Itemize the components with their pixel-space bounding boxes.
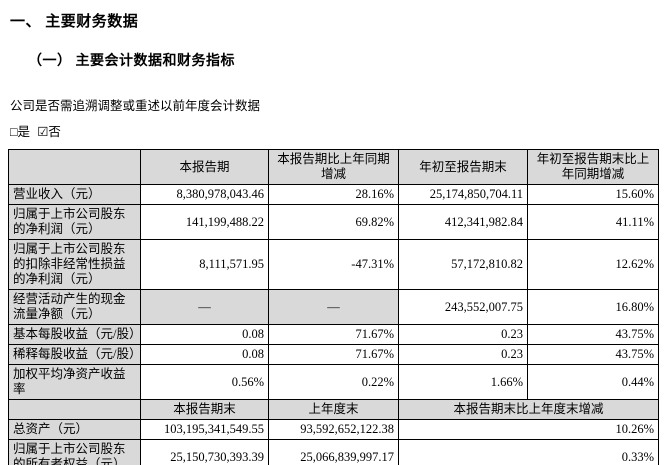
cell-value: 71.67% <box>268 324 399 345</box>
row-label: 基本每股收益（元/股） <box>8 324 141 345</box>
cell-value: 412,341,982.84 <box>398 204 528 240</box>
header-blank-cell <box>8 399 141 420</box>
table-row-operating-cash-flow: 经营活动产生的现金流量净额（元） — — 243,552,007.75 16.8… <box>8 289 659 325</box>
row-label: 总资产（元） <box>8 419 141 440</box>
cell-value: 8,111,571.95 <box>140 239 269 290</box>
cell-value: 43.75% <box>527 324 659 345</box>
cell-value: -47.31% <box>268 239 399 290</box>
cell-value: 25,150,730,393.39 <box>140 439 269 465</box>
cell-value: 0.33% <box>398 439 659 465</box>
cell-value: 243,552,007.75 <box>398 289 528 325</box>
cell-value: 141,199,488.22 <box>140 204 269 240</box>
table-row-equity-attributable: 归属于上市公司股东的所有者权益（元） 25,150,730,393.39 25,… <box>8 439 659 465</box>
cell-na-dash: — <box>140 289 269 325</box>
row-label: 稀释每股收益（元/股） <box>8 344 141 365</box>
cell-value: 43.75% <box>527 344 659 365</box>
cell-value: 0.23 <box>398 324 528 345</box>
row-label: 归属于上市公司股东的所有者权益（元） <box>8 439 141 465</box>
financial-indicators-table: 本报告期 本报告期比上年同期增减 年初至报告期末 年初至报告期末比上年同期增减 … <box>8 149 659 465</box>
cell-value: 1.66% <box>398 364 528 400</box>
table-header-row-period: 本报告期 本报告期比上年同期增减 年初至报告期末 年初至报告期末比上年同期增减 <box>8 149 659 185</box>
subsection-heading: （一） 主要会计数据和财务指标 <box>28 54 235 69</box>
header-period-end-change: 本报告期末比上年度末增减 <box>398 399 659 420</box>
table-row-revenue: 营业收入（元） 8,380,978,043.46 28.16% 25,174,8… <box>8 184 659 205</box>
header-ytd: 年初至报告期末 <box>398 149 528 185</box>
header-blank-cell <box>8 149 141 185</box>
table-row-total-assets: 总资产（元） 103,195,341,549.55 93,592,652,122… <box>8 419 659 440</box>
cell-value: 8,380,978,043.46 <box>140 184 269 205</box>
cell-value: 71.67% <box>268 344 399 365</box>
restate-checkbox-row: □是 ☑否 <box>10 121 669 140</box>
header-ytd-yoy-change: 年初至报告期末比上年同期增减 <box>527 149 659 185</box>
section-heading: 一、 主要财务数据 <box>10 14 139 30</box>
cell-value: 41.11% <box>527 204 659 240</box>
header-period-yoy-change: 本报告期比上年同期增减 <box>268 149 399 185</box>
cell-value: 0.23 <box>398 344 528 365</box>
restate-note: 公司是否需追溯调整或重述以前年度会计数据 <box>10 99 261 113</box>
row-label: 营业收入（元） <box>8 184 141 205</box>
table-row-net-profit-excl-nonrecurring: 归属于上市公司股东的扣除非经常性损益的净利润（元） 8,111,571.95 -… <box>8 239 659 290</box>
table-row-net-profit: 归属于上市公司股东的净利润（元） 141,199,488.22 69.82% 4… <box>8 204 659 240</box>
row-label: 归属于上市公司股东的扣除非经常性损益的净利润（元） <box>8 239 141 290</box>
cell-value: 93,592,652,122.38 <box>268 419 399 440</box>
table-header-row-period-end: 本报告期末 上年度末 本报告期末比上年度末增减 <box>8 399 659 420</box>
cell-value: 69.82% <box>268 204 399 240</box>
header-current-period: 本报告期 <box>140 149 269 185</box>
checkbox-yes: □是 <box>10 125 31 139</box>
table-row-diluted-eps: 稀释每股收益（元/股） 0.08 71.67% 0.23 43.75% <box>8 344 659 365</box>
row-label: 归属于上市公司股东的净利润（元） <box>8 204 141 240</box>
header-end-of-prior-year: 上年度末 <box>268 399 399 420</box>
cell-value: 16.80% <box>527 289 659 325</box>
header-end-of-period: 本报告期末 <box>140 399 269 420</box>
cell-value: 25,174,850,704.11 <box>398 184 528 205</box>
cell-value: 0.22% <box>268 364 399 400</box>
cell-na-dash: — <box>268 289 399 325</box>
cell-value: 0.44% <box>527 364 659 400</box>
cell-value: 28.16% <box>268 184 399 205</box>
cell-value: 0.08 <box>140 324 269 345</box>
cell-value: 57,172,810.82 <box>398 239 528 290</box>
checkbox-no: ☑否 <box>37 125 61 139</box>
cell-value: 10.26% <box>398 419 659 440</box>
cell-value: 12.62% <box>527 239 659 290</box>
row-label: 经营活动产生的现金流量净额（元） <box>8 289 141 325</box>
cell-value: 0.56% <box>140 364 269 400</box>
table-row-basic-eps: 基本每股收益（元/股） 0.08 71.67% 0.23 43.75% <box>8 324 659 345</box>
row-label: 加权平均净资产收益率 <box>8 364 141 400</box>
cell-value: 25,066,839,997.17 <box>268 439 399 465</box>
cell-value: 0.08 <box>140 344 269 365</box>
cell-value: 15.60% <box>527 184 659 205</box>
table-row-weighted-avg-roe: 加权平均净资产收益率 0.56% 0.22% 1.66% 0.44% <box>8 364 659 400</box>
cell-value: 103,195,341,549.55 <box>140 419 269 440</box>
